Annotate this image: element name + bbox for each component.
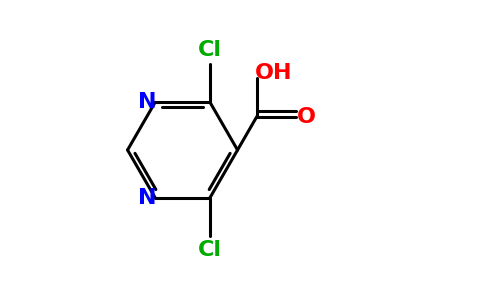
Text: N: N: [138, 188, 157, 208]
Text: Cl: Cl: [198, 40, 222, 60]
Text: O: O: [297, 106, 317, 127]
Text: OH: OH: [255, 63, 292, 83]
Text: Cl: Cl: [198, 240, 222, 260]
Text: N: N: [138, 92, 157, 112]
